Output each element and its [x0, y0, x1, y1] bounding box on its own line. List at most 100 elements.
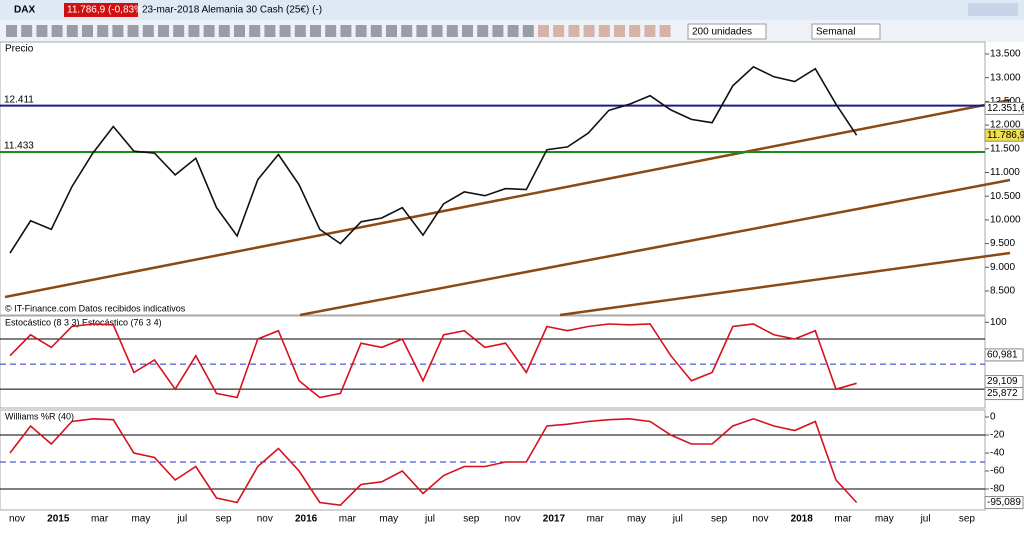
tool-icon — [522, 25, 534, 37]
y-tick-label: 11.000 — [990, 167, 1020, 178]
y-tick-label: 12.000 — [990, 120, 1021, 131]
tool-icon — [158, 25, 169, 37]
y-tick-label: -20 — [990, 430, 1005, 441]
tool-icon — [553, 25, 565, 37]
indicator-line — [9, 65, 858, 254]
price-tag-label: 25,872 — [987, 388, 1018, 399]
price-tag-label: -95,089 — [987, 497, 1021, 508]
instrument-info: 23-mar-2018 Alemania 30 Cash (25€) (-) — [142, 5, 322, 16]
trend-line — [299, 178, 1011, 317]
period-dropdown[interactable] — [811, 23, 881, 40]
tool-icon — [264, 25, 276, 37]
pane-label: Precio — [5, 44, 34, 55]
tool-icon — [234, 25, 245, 37]
quote-box — [64, 3, 138, 17]
x-tick-label: jul — [176, 514, 187, 525]
tool-icon — [401, 25, 413, 37]
price-tag-label: 12.351,6 — [987, 103, 1024, 114]
price-tag — [984, 128, 1024, 142]
tool-icon — [598, 25, 610, 37]
y-tick-label: 10.000 — [990, 215, 1021, 226]
x-tick-label: jul — [672, 514, 683, 525]
y-tick-label: 12.500 — [990, 96, 1021, 107]
toolbar-icons — [6, 25, 671, 37]
tool-icon — [583, 25, 595, 37]
tool-icon — [112, 25, 124, 37]
tool-icon — [431, 25, 443, 37]
tool-icon — [6, 25, 17, 37]
tool-icon — [66, 25, 78, 37]
tool-icon — [446, 25, 458, 37]
x-tick-label: 2017 — [543, 514, 566, 525]
x-tick-label: may — [131, 514, 150, 525]
x-tick-label: sep — [463, 514, 480, 525]
footer: © IT-Finance.com Datos recibidos indicat… — [5, 303, 186, 313]
x-tick-label: sep — [959, 514, 976, 525]
x-tick-label: sep — [711, 514, 728, 525]
y-tick-label: -40 — [990, 448, 1005, 459]
window-controls[interactable] — [968, 3, 1018, 16]
y-tick-label: 13.000 — [990, 72, 1021, 83]
price-tag-label: 60,981 — [987, 350, 1018, 361]
tool-icon — [355, 25, 367, 37]
tool-icon — [203, 25, 215, 37]
price-tag — [984, 348, 1024, 362]
x-tick-label: may — [875, 514, 894, 525]
level-label: 11.433 — [4, 141, 34, 152]
tool-icon — [294, 25, 306, 37]
units-dropdown[interactable] — [687, 23, 767, 40]
price-tag — [984, 101, 1024, 115]
tool-icon — [477, 25, 489, 37]
tool-icon — [279, 25, 291, 37]
tool-icon — [507, 25, 519, 37]
x-tick-label: nov — [9, 514, 25, 525]
symbol: DAX — [14, 5, 35, 16]
tool-icon — [218, 25, 230, 37]
x-tick-label: jul — [920, 514, 931, 525]
tool-icon — [538, 25, 549, 37]
y-tick-label: 9.500 — [990, 238, 1015, 249]
tool-icon — [325, 25, 337, 37]
y-tick-label: 13.500 — [990, 49, 1021, 60]
tool-icon — [21, 25, 33, 37]
tool-icon — [36, 25, 48, 37]
price-pane — [0, 41, 986, 316]
tool-icon — [629, 25, 641, 37]
tool-icon — [173, 25, 185, 37]
title-bar — [0, 0, 1024, 20]
tool-icon — [249, 25, 261, 37]
y-tick-label: -80 — [990, 484, 1005, 495]
price-tag — [984, 387, 1024, 401]
tool-icon — [310, 25, 321, 37]
quote: 11.786,9 (-0,83%) — [67, 5, 146, 16]
indicator-line — [9, 323, 857, 399]
tool-icon — [659, 25, 671, 37]
tool-icon — [340, 25, 352, 37]
price-tag-label: 29,109 — [987, 376, 1018, 387]
y-tick-label: 10.500 — [990, 191, 1021, 202]
tool-icon — [127, 25, 139, 37]
x-tick-label: 2018 — [791, 514, 814, 525]
indicator-line — [9, 417, 858, 507]
tool-icon — [142, 25, 154, 37]
period: Semanal — [816, 27, 855, 38]
x-tick-label: may — [379, 514, 398, 525]
x-tick-label: may — [627, 514, 646, 525]
x-tick-label: 2016 — [295, 514, 318, 525]
price-tag — [984, 496, 1024, 510]
x-tick-label: nov — [752, 514, 768, 525]
tool-icon — [462, 25, 473, 37]
y-tick-label: 100 — [990, 317, 1007, 328]
trend-line — [4, 98, 1011, 299]
tool-icon — [416, 25, 428, 37]
x-tick-label: mar — [834, 514, 852, 525]
williams-pane — [0, 409, 986, 511]
x-tick-label: jul — [424, 514, 435, 525]
tool-icon — [51, 25, 63, 37]
tool-icon — [82, 25, 93, 37]
tool-icon — [188, 25, 200, 37]
tool-icon — [614, 25, 625, 37]
tool-icon — [644, 25, 656, 37]
x-tick-label: 2015 — [47, 514, 70, 525]
